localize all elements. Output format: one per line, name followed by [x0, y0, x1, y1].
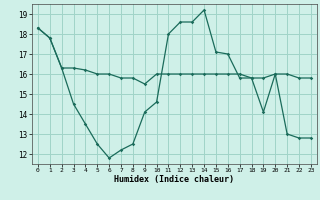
X-axis label: Humidex (Indice chaleur): Humidex (Indice chaleur) [115, 175, 234, 184]
